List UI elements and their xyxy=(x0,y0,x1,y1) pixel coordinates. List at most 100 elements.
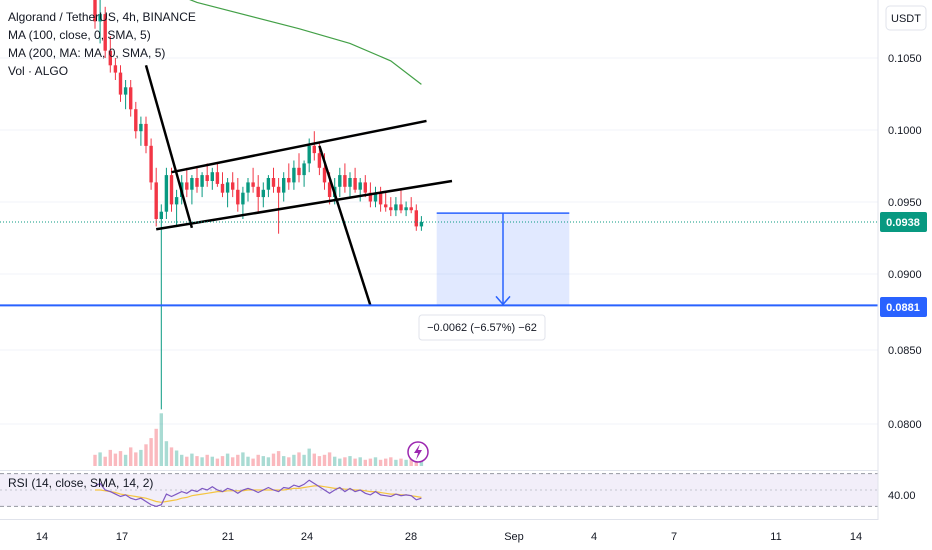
candle-body xyxy=(241,192,245,205)
volume-bar xyxy=(200,457,204,466)
candle-body xyxy=(322,167,327,183)
price-axis[interactable]: USDT 0.1050 0.1000 0.0950 0.0900 0.0850 … xyxy=(877,0,932,520)
price-tick: 0.0800 xyxy=(888,419,922,431)
volume-bar xyxy=(174,450,179,466)
measure-label: −0.0062 (−6.57%) −62 xyxy=(418,314,546,341)
candle-body xyxy=(282,178,286,193)
volume-bar xyxy=(98,452,102,466)
candle-body xyxy=(225,182,230,193)
candle-body xyxy=(174,197,179,205)
channel-upper-line[interactable] xyxy=(171,119,427,174)
volume-bars xyxy=(93,413,424,466)
candle-body xyxy=(134,109,138,132)
target-level-badge: 0.0881 xyxy=(880,297,927,317)
volume-bar xyxy=(103,456,107,466)
volume-bar xyxy=(134,452,138,466)
volume-bar xyxy=(215,458,220,466)
price-tick: 0.1000 xyxy=(888,125,922,137)
price-tick: 0.0850 xyxy=(888,345,922,357)
candle-body xyxy=(297,167,301,176)
volume-bar xyxy=(190,453,194,466)
rsi-pane[interactable]: RSI (14, close, SMA, 14, 2) xyxy=(0,470,878,508)
volume-bar xyxy=(154,428,158,466)
candle-body xyxy=(123,87,128,95)
time-axis[interactable]: 14 17 21 24 28 Sep 4 7 11 14 xyxy=(36,531,862,543)
time-tick: 4 xyxy=(591,531,597,543)
channel-lower-line[interactable] xyxy=(155,179,453,231)
volume-bar xyxy=(287,457,291,466)
volume-legend[interactable]: Vol · ALGO xyxy=(8,64,68,78)
volume-bar xyxy=(205,454,209,466)
candle-body xyxy=(251,182,255,187)
measure-tool[interactable] xyxy=(436,212,570,306)
rsi-axis-tick: 40.00 xyxy=(888,490,916,502)
candle-body xyxy=(139,123,143,132)
candle-body xyxy=(368,192,373,202)
alert-icon[interactable] xyxy=(407,441,429,463)
volume-bar xyxy=(348,456,352,466)
symbol-title[interactable]: Algorand / TetherUS, 4h, BINANCE xyxy=(8,10,196,24)
candle-body xyxy=(149,145,153,183)
volume-bar xyxy=(333,456,337,466)
candle-body xyxy=(414,210,418,227)
candle-body xyxy=(307,145,311,164)
trend-drawings[interactable] xyxy=(144,64,453,306)
volume-bar xyxy=(149,438,153,466)
time-tick: 7 xyxy=(671,531,677,543)
rsi-label[interactable]: RSI (14, close, SMA, 14, 2) xyxy=(8,476,153,490)
ma100-line xyxy=(189,0,422,85)
candle-body xyxy=(169,175,174,205)
volume-bar xyxy=(384,458,388,466)
breakdown-line[interactable] xyxy=(318,145,372,306)
volume-bar xyxy=(241,452,245,466)
time-tick: 24 xyxy=(301,531,313,543)
volume-bar xyxy=(404,459,408,466)
candle-body xyxy=(378,192,383,205)
last-price-badge: 0.0938 xyxy=(880,212,927,232)
ma100-legend[interactable]: MA (100, close, 0, SMA, 5) xyxy=(8,28,151,42)
candle-body xyxy=(129,87,133,110)
volume-bar xyxy=(108,449,112,466)
candle-body xyxy=(353,178,357,190)
volume-bar xyxy=(317,456,322,466)
candle-body xyxy=(98,14,102,22)
candle-body xyxy=(144,123,148,146)
target-level-badge-text: 0.0881 xyxy=(886,302,920,314)
time-tick: 11 xyxy=(770,531,781,543)
candle-body xyxy=(419,222,424,227)
candle-body xyxy=(113,65,118,73)
volume-bar xyxy=(343,457,347,466)
candle-body xyxy=(373,192,378,202)
candle-body xyxy=(338,175,342,187)
volume-bar xyxy=(266,457,271,466)
volume-bar xyxy=(225,453,230,466)
volume-bar xyxy=(169,447,174,466)
rsi-line xyxy=(94,479,422,508)
candle-body xyxy=(246,182,250,193)
currency-button-label: USDT xyxy=(891,13,921,25)
candle-body xyxy=(404,207,408,211)
volume-bar xyxy=(297,452,301,466)
candle-body xyxy=(317,153,322,168)
legend-block[interactable]: Algorand / TetherUS, 4h, BINANCE MA (100… xyxy=(8,10,196,78)
price-tick: 0.0950 xyxy=(888,197,922,209)
candle-body xyxy=(287,178,291,183)
ma200-legend[interactable]: MA (200, MA: MA, 0, SMA, 5) xyxy=(8,46,165,60)
currency-button[interactable]: USDT xyxy=(885,5,927,31)
volume-bar xyxy=(282,456,286,466)
impulse-down-line[interactable] xyxy=(144,64,194,229)
candle-body xyxy=(200,175,204,187)
time-tick: 14 xyxy=(850,531,862,543)
candle-body xyxy=(312,145,316,154)
candle-body xyxy=(261,189,265,198)
time-tick: Sep xyxy=(504,531,524,543)
volume-bar xyxy=(302,454,306,466)
candle-body xyxy=(190,178,194,190)
volume-bar xyxy=(195,456,199,466)
candle-body xyxy=(205,175,209,181)
volume-bar xyxy=(231,457,235,466)
volume-bar xyxy=(185,456,189,466)
candle-body xyxy=(363,182,367,193)
candle-body xyxy=(215,172,220,184)
